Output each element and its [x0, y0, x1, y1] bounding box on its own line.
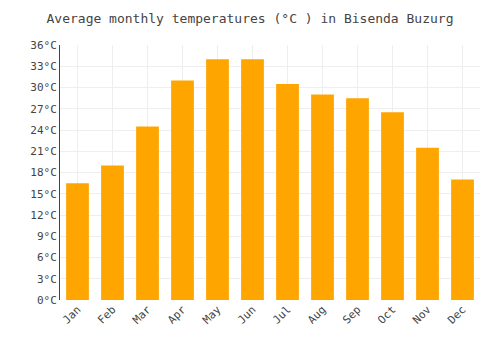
svg-text:18°C: 18°C: [30, 166, 57, 179]
svg-text:Jan: Jan: [60, 303, 83, 326]
svg-text:6°C: 6°C: [37, 251, 57, 264]
svg-text:Apr: Apr: [165, 303, 189, 327]
svg-text:15°C: 15°C: [30, 188, 57, 201]
svg-text:12°C: 12°C: [30, 209, 57, 222]
svg-text:Mar: Mar: [130, 303, 154, 327]
svg-text:21°C: 21°C: [30, 145, 57, 158]
svg-text:Oct: Oct: [375, 303, 398, 326]
svg-text:3°C: 3°C: [37, 273, 57, 286]
svg-text:24°C: 24°C: [30, 124, 57, 137]
svg-text:30°C: 30°C: [30, 81, 57, 94]
svg-text:Sep: Sep: [340, 303, 363, 326]
svg-text:Nov: Nov: [410, 303, 434, 327]
svg-text:Jul: Jul: [270, 303, 293, 326]
svg-text:May: May: [200, 303, 224, 327]
svg-text:Aug: Aug: [305, 303, 328, 326]
svg-text:Average monthly temperatures (: Average monthly temperatures (°C ) in Bi…: [47, 11, 454, 26]
svg-text:36°C: 36°C: [30, 39, 57, 52]
svg-text:Dec: Dec: [445, 303, 468, 326]
svg-text:27°C: 27°C: [30, 103, 57, 116]
svg-text:Jun: Jun: [235, 303, 258, 326]
svg-text:Feb: Feb: [95, 303, 118, 326]
svg-text:9°C: 9°C: [37, 230, 57, 243]
svg-text:0°C: 0°C: [37, 294, 57, 307]
svg-text:33°C: 33°C: [30, 60, 57, 73]
